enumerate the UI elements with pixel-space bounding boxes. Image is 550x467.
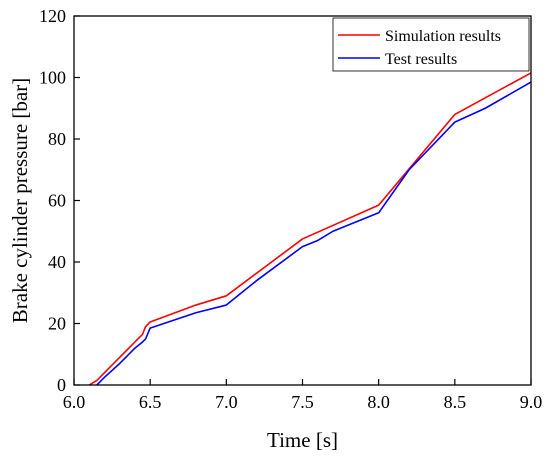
x-tick-label: 6.0 xyxy=(63,392,86,412)
y-axis-title: Brake cylinder pressure [bar] xyxy=(8,78,32,323)
y-tick-label: 0 xyxy=(57,375,66,395)
x-axis-title: Time [s] xyxy=(267,428,338,452)
y-tick-label: 20 xyxy=(48,314,66,334)
y-tick-label: 60 xyxy=(48,191,66,211)
x-tick-label: 7.0 xyxy=(215,392,238,412)
series-line-test xyxy=(96,81,532,386)
legend-label-test: Test results xyxy=(385,51,457,68)
y-tick-label: 40 xyxy=(48,252,66,272)
axis-ticks: 6.0 6.5 7.0 7.5 8.0 8.5 9.0 0 20 40 60 80 100 120 xyxy=(39,6,542,412)
x-tick-label: 7.5 xyxy=(291,392,314,412)
y-tick-label: 80 xyxy=(48,129,66,149)
legend-label-simulation: Simulation results xyxy=(385,28,501,45)
series-line-simulation xyxy=(88,72,532,386)
x-tick-label: 8.0 xyxy=(367,392,390,412)
y-tick-label: 120 xyxy=(39,6,66,26)
x-tick-label: 8.5 xyxy=(444,392,467,412)
x-tick-label: 9.0 xyxy=(520,392,543,412)
x-tick-label: 6.5 xyxy=(139,392,162,412)
y-tick-label: 100 xyxy=(39,68,66,88)
legend: Simulation results Test results xyxy=(332,17,530,72)
chart-marks xyxy=(88,72,532,386)
legend-box xyxy=(332,17,530,72)
